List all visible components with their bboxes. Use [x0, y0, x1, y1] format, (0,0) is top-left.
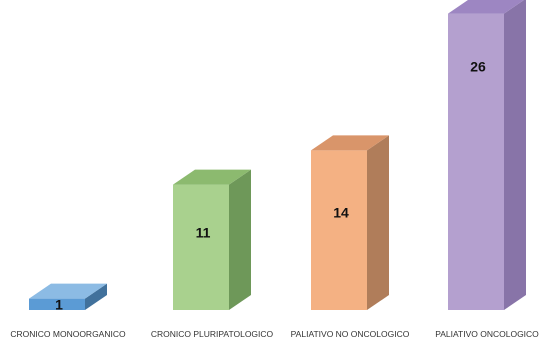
- bar-top-face: [173, 169, 251, 185]
- bar-side-face: [504, 0, 526, 310]
- bar-front-face: [29, 298, 85, 310]
- data-label: 11: [196, 224, 211, 240]
- bar-3: [311, 135, 389, 310]
- category-labels-group: CRONICO MONOORGANICO CRONICO PLURIPATOLOG…: [10, 329, 539, 339]
- bar-2: [173, 169, 251, 310]
- bar-front-face: [448, 13, 504, 310]
- bar-side-face: [229, 169, 251, 310]
- category-label: CRONICO MONOORGANICO: [10, 329, 126, 339]
- category-label: CRONICO PLURIPATOLOGICO: [151, 329, 274, 339]
- bar-front-face: [311, 150, 367, 310]
- category-label: PALIATIVO NO ONCOLOGICO: [291, 329, 410, 339]
- bar-top-face: [448, 0, 524, 14]
- bar-side-face: [367, 135, 389, 310]
- data-label: 26: [470, 59, 486, 75]
- data-label: 14: [333, 204, 349, 220]
- bar-front-face: [173, 184, 229, 310]
- bar-top-face: [311, 135, 389, 151]
- bar-4: [448, 0, 526, 310]
- bar-top-face: [29, 283, 107, 299]
- category-label: PALIATIVO ONCOLOGICO: [435, 329, 539, 339]
- bars-group: [29, 0, 526, 310]
- bar-side-face: [85, 283, 107, 310]
- data-label: 1: [55, 296, 63, 312]
- bar-1: [29, 283, 107, 310]
